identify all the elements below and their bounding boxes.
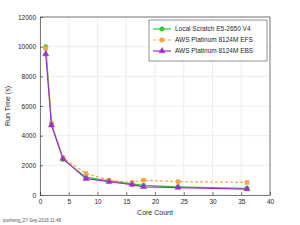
x-axis-tick-label: 20 [152, 198, 160, 205]
y-axis-tick: 8000 [22, 73, 43, 80]
x-axis-tick-mark [184, 192, 185, 195]
x-axis-tick: 35 [238, 192, 246, 205]
x-axis-tick-mark [98, 192, 99, 195]
series-marker [107, 179, 112, 184]
series-marker [244, 186, 250, 191]
y-axis: 0 2000 4000 6000 8000 10000 12000 [18, 14, 43, 199]
x-axis: 0 5 10 15 20 25 30 35 40 [39, 192, 275, 205]
x-axis-tick: 40 [267, 192, 275, 205]
x-axis-line [41, 195, 271, 196]
y-axis-tick-label: 8000 [22, 73, 37, 80]
plot-frame [40, 17, 270, 195]
series-marker [49, 122, 54, 127]
x-axis-tick-mark [241, 192, 242, 195]
series-marker [176, 185, 181, 190]
series-line [46, 48, 247, 182]
y-axis-tick: 10000 [18, 43, 43, 50]
series-marker [142, 178, 146, 182]
x-axis-tick-mark [69, 192, 70, 195]
grid-line-y [40, 76, 270, 77]
x-axis-tick: 5 [67, 192, 71, 205]
x-axis-tick: 25 [181, 192, 189, 205]
y-axis-tick-mark [40, 47, 43, 48]
y-axis-tick-mark [40, 136, 43, 137]
legend-label: Local Scratch E5-2650 V4 [175, 25, 251, 32]
series-line [46, 54, 247, 189]
x-axis-tick-label: 25 [181, 198, 189, 205]
y-axis-tick: 0 [32, 192, 43, 199]
legend-marker [160, 38, 164, 42]
y-axis-tick: 2000 [22, 162, 43, 169]
x-axis-tick-label: 35 [238, 198, 246, 205]
legend: Local Scratch E5-2650 V4 AWS Platinum 812… [149, 20, 267, 61]
y-axis-tick-label: 10000 [18, 43, 36, 50]
x-axis-tick-mark [155, 192, 156, 195]
series-line [46, 47, 247, 189]
series-marker [106, 178, 112, 183]
series-marker [43, 51, 49, 56]
legend-marker [160, 27, 165, 32]
y-axis-tick-mark [40, 106, 43, 107]
x-axis-tick-label: 30 [209, 198, 217, 205]
x-axis-tick: 10 [94, 192, 102, 205]
y-axis-tick-label: 12000 [18, 14, 36, 21]
plot-area [43, 44, 250, 190]
grid-line-y [40, 195, 270, 196]
grid-line-y [40, 135, 270, 136]
y-axis-tick: 4000 [22, 132, 43, 139]
legend-label: AWS Platinum 8124M EBS [175, 47, 254, 54]
y-axis-tick-mark [40, 76, 43, 77]
series-marker [83, 175, 89, 180]
legend-marker [159, 47, 165, 52]
series-marker [140, 183, 146, 188]
plot-background [40, 17, 270, 195]
y-axis-tick-mark [40, 195, 43, 196]
series-marker [48, 122, 54, 127]
x-axis-title: Core Count [137, 209, 173, 216]
y-axis-tick-mark [40, 165, 43, 166]
series-marker [44, 46, 48, 50]
x-axis-tick-label: 5 [67, 198, 71, 205]
series-marker [245, 186, 250, 191]
x-axis-tick: 20 [152, 192, 160, 205]
x-axis-tick-label: 0 [39, 198, 43, 205]
grid [40, 17, 270, 195]
x-axis-tick-label: 10 [94, 198, 102, 205]
grid-line-y [40, 106, 270, 107]
y-axis-tick-label: 2000 [22, 162, 37, 169]
series-marker [176, 180, 180, 184]
annotation: pusheng_27-Sep-2018 11:48 [3, 218, 61, 223]
y-axis-tick: 6000 [22, 103, 43, 110]
series-marker [129, 181, 135, 186]
chart: 0 5 10 15 20 25 30 35 40 0 2000 4000 6000 8000 10000 12… [0, 0, 300, 225]
x-axis-tick-label: 40 [267, 198, 275, 205]
series-marker [60, 155, 66, 160]
x-axis-tick: 30 [209, 192, 217, 205]
y-axis-tick-label: 4000 [22, 132, 37, 139]
y-axis-tick: 12000 [18, 14, 43, 21]
x-axis-tick-mark [126, 192, 127, 195]
series-marker [175, 184, 181, 189]
series-marker [141, 183, 146, 188]
y-axis-tick-label: 0 [32, 192, 36, 199]
x-axis-tick-label: 15 [123, 198, 131, 205]
y-axis-title: Run Time (s) [4, 86, 12, 126]
x-axis-tick: 15 [123, 192, 131, 205]
y-axis-tick-label: 6000 [22, 103, 37, 110]
series-marker [245, 180, 249, 184]
x-axis-tick-mark [213, 192, 214, 195]
legend-box [149, 20, 267, 61]
legend-label: AWS Platinum 8124M EFS [175, 36, 253, 43]
